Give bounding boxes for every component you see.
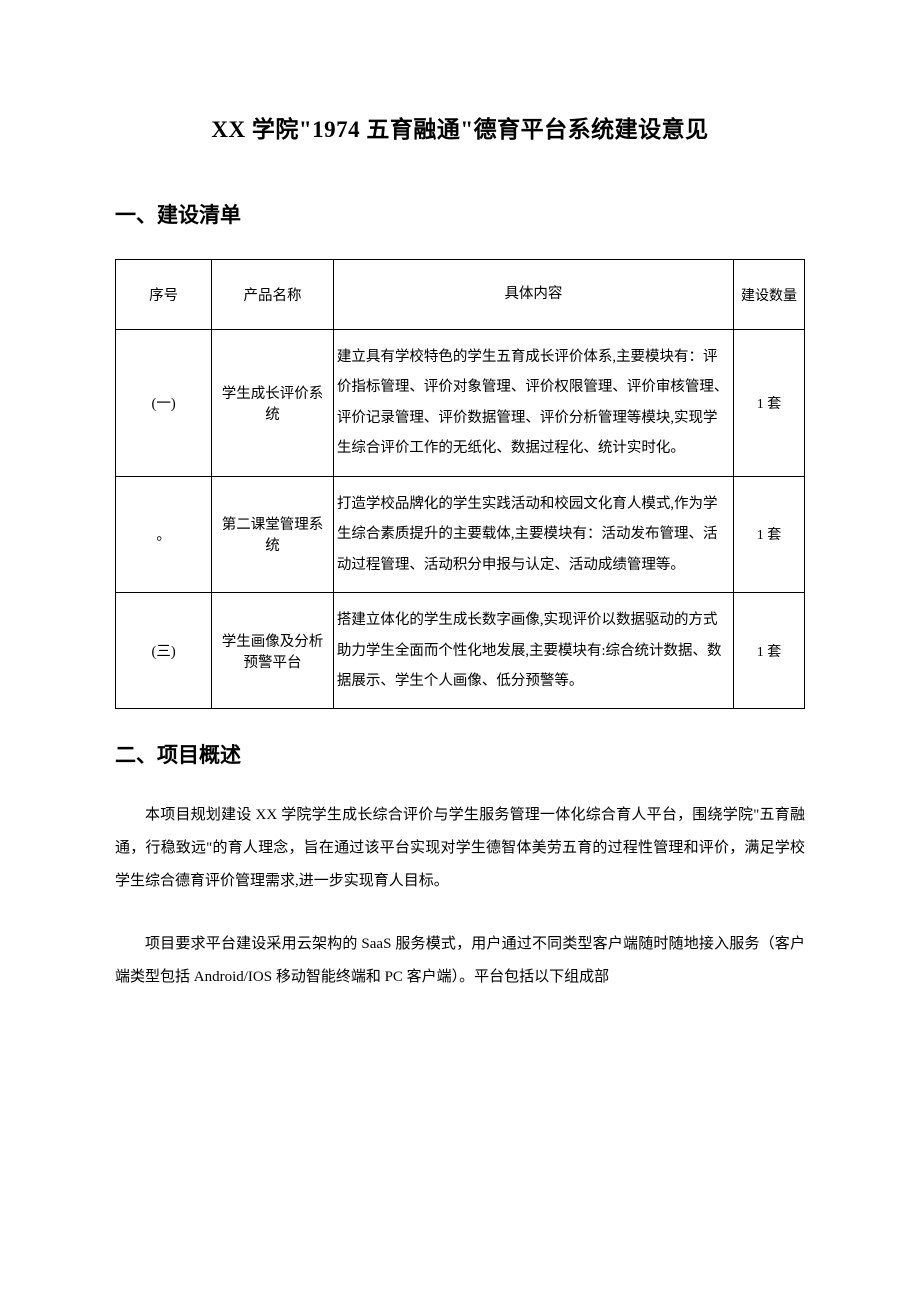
cell-qty: 1 套 xyxy=(734,330,805,477)
cell-qty: 1 套 xyxy=(734,476,805,592)
table-header-row: 序号 产品名称 具体内容 建设数量 xyxy=(116,260,805,330)
col-header-qty: 建设数量 xyxy=(734,260,805,330)
section1-heading: 一、建设清单 xyxy=(115,199,805,229)
cell-name: 学生成长评价系统 xyxy=(212,330,334,477)
table-row: (三) 学生画像及分析预警平台 搭建立体化的学生成长数字画像,实现评价以数据驱动… xyxy=(116,593,805,709)
page-title: XX 学院"1974 五育融通"德育平台系统建设意见 xyxy=(115,110,805,144)
col-header-content: 具体内容 xyxy=(333,260,733,330)
overview-paragraph-2: 项目要求平台建设采用云架构的 SaaS 服务模式，用户通过不同类型客户端随时随地… xyxy=(115,928,805,994)
table-row: 。 第二课堂管理系统 打造学校品牌化的学生实践活动和校园文化育人模式,作为学生综… xyxy=(116,476,805,592)
table-row: (一) 学生成长评价系统 建立具有学校特色的学生五育成长评价体系,主要模块有：评… xyxy=(116,330,805,477)
build-list-table: 序号 产品名称 具体内容 建设数量 (一) 学生成长评价系统 建立具有学校特色的… xyxy=(115,259,805,709)
col-header-name: 产品名称 xyxy=(212,260,334,330)
cell-name: 学生画像及分析预警平台 xyxy=(212,593,334,709)
cell-seq: 。 xyxy=(116,476,212,592)
cell-content: 打造学校品牌化的学生实践活动和校园文化育人模式,作为学生综合素质提升的主要载体,… xyxy=(333,476,733,592)
cell-qty: 1 套 xyxy=(734,593,805,709)
cell-content: 搭建立体化的学生成长数字画像,实现评价以数据驱动的方式助力学生全面而个性化地发展… xyxy=(333,593,733,709)
col-header-seq: 序号 xyxy=(116,260,212,330)
overview-paragraph-1: 本项目规划建设 XX 学院学生成长综合评价与学生服务管理一体化综合育人平台，围绕… xyxy=(115,799,805,898)
section2-heading: 二、项目概述 xyxy=(115,739,805,769)
cell-seq: (三) xyxy=(116,593,212,709)
cell-seq: (一) xyxy=(116,330,212,477)
cell-name: 第二课堂管理系统 xyxy=(212,476,334,592)
cell-content: 建立具有学校特色的学生五育成长评价体系,主要模块有：评价指标管理、评价对象管理、… xyxy=(333,330,733,477)
